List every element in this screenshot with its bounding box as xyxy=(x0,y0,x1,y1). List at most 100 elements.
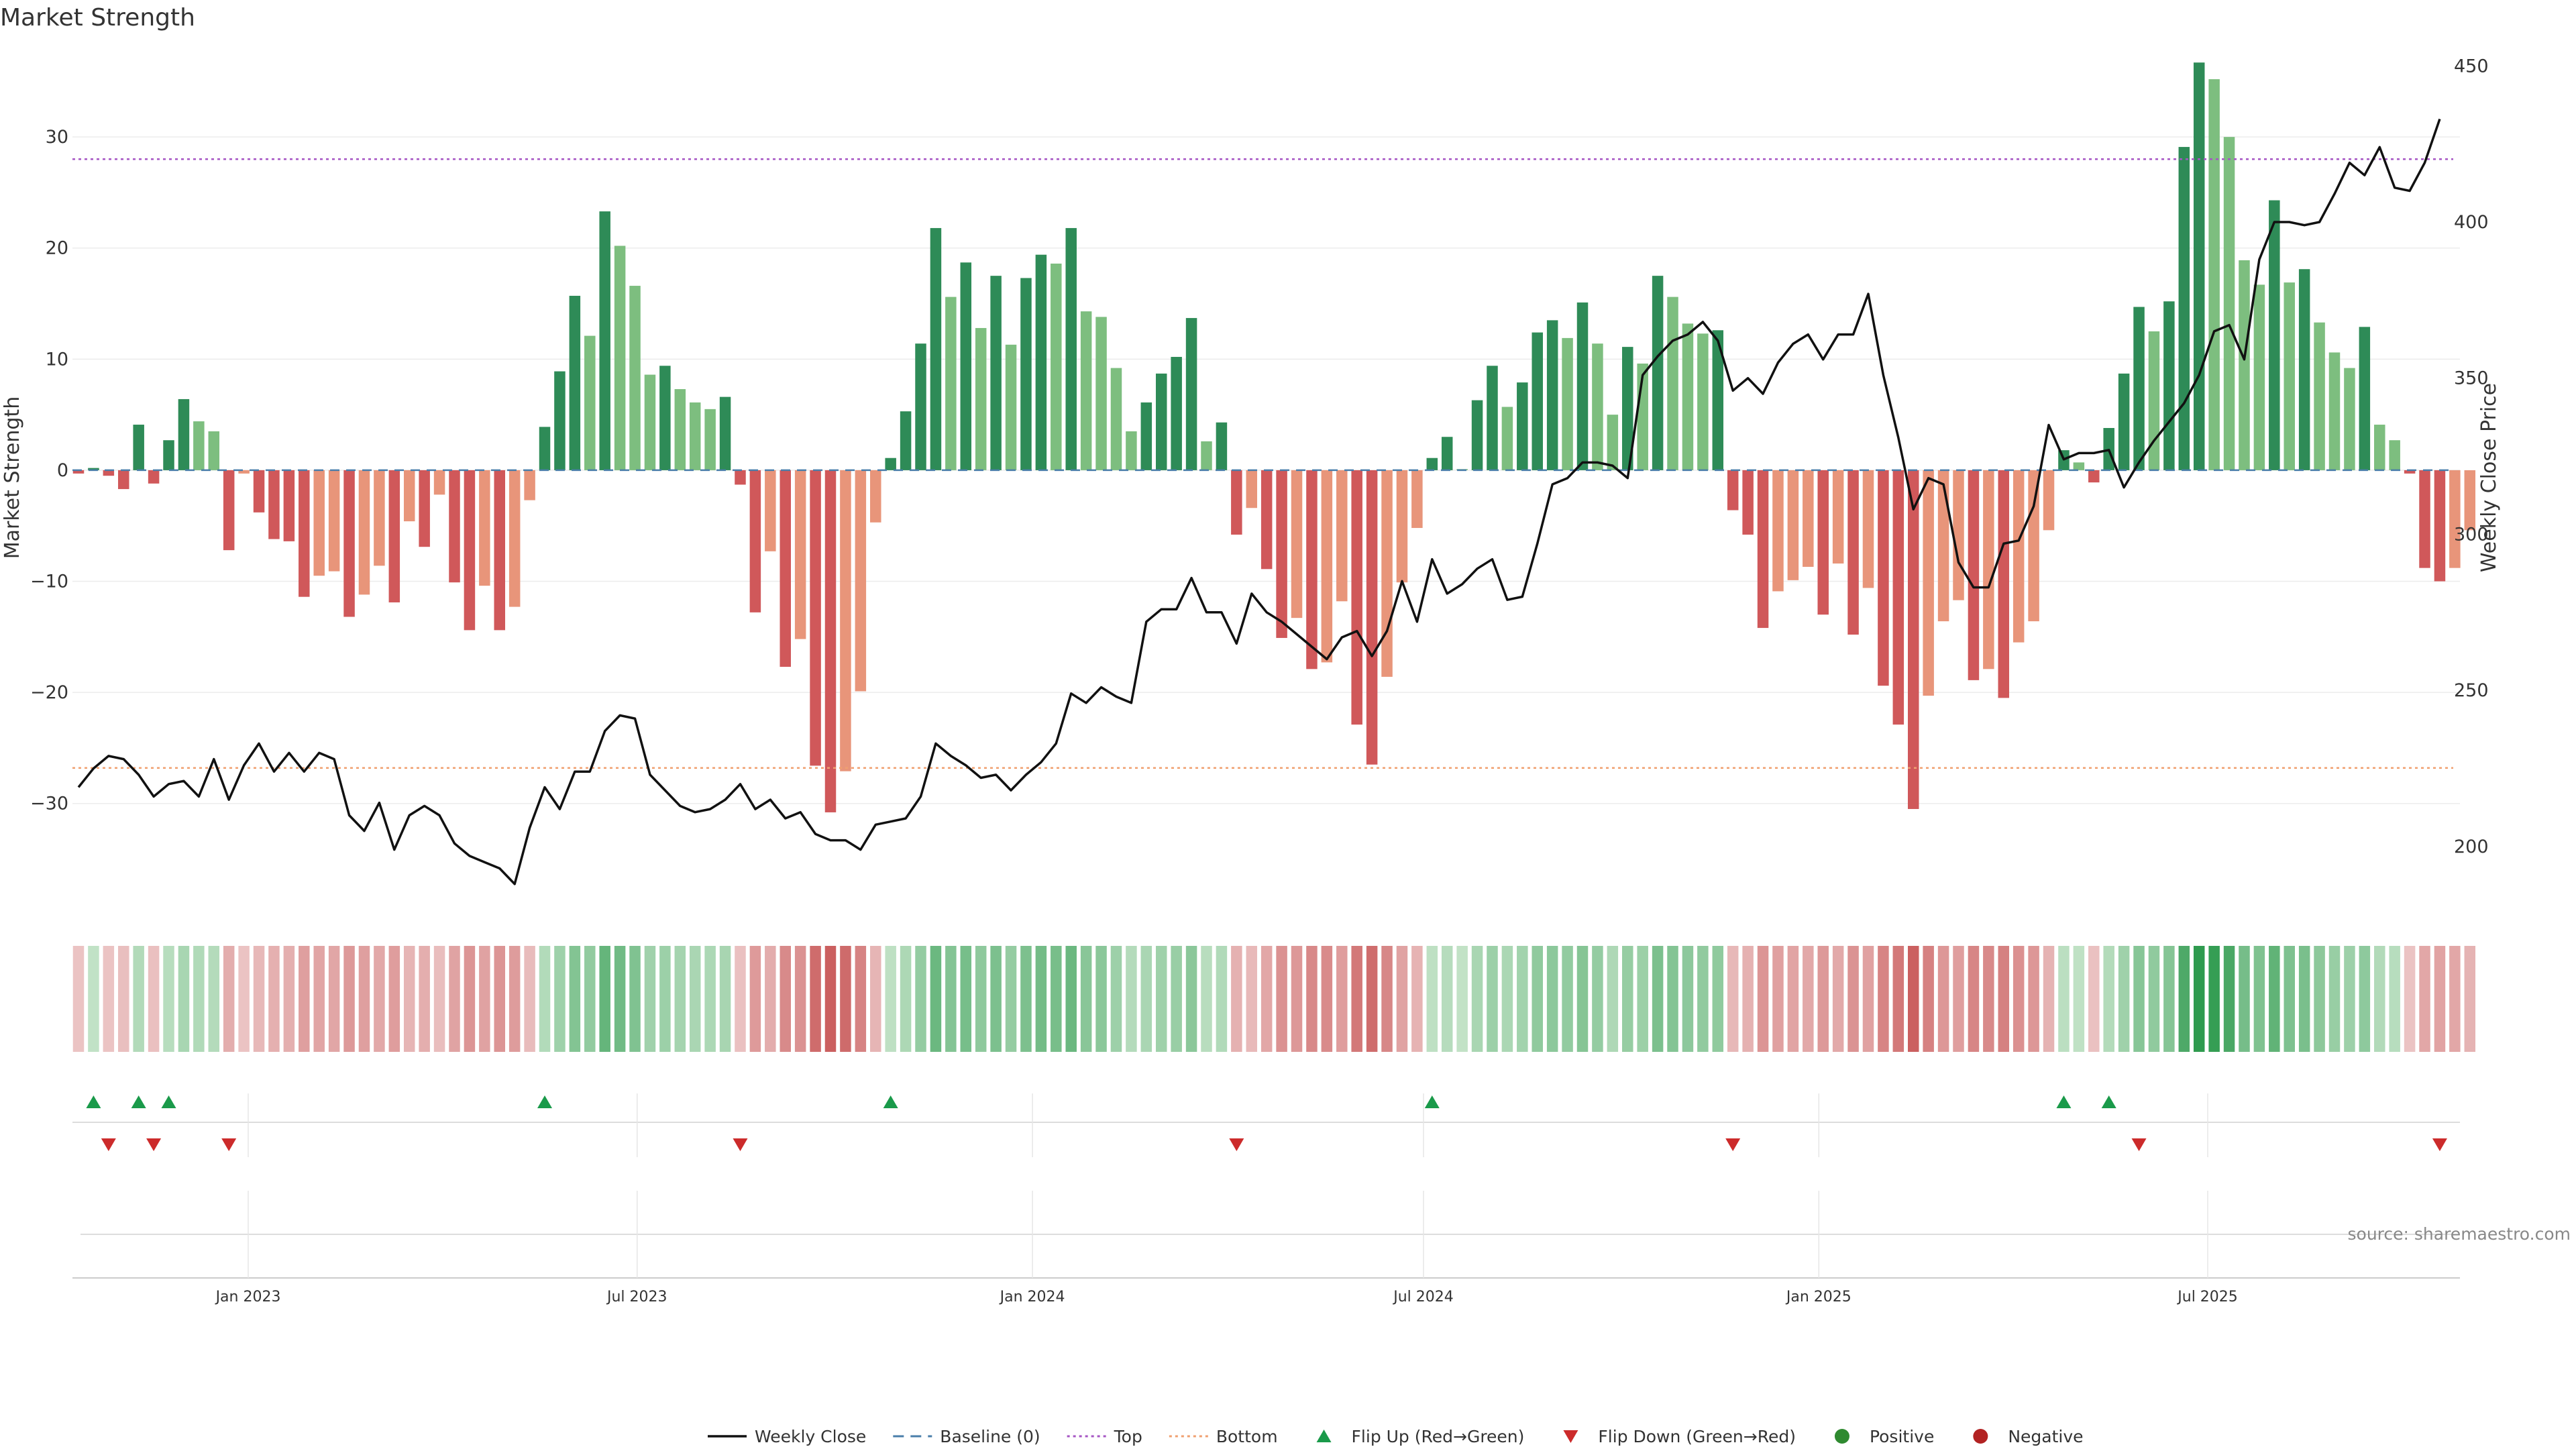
heat-cell xyxy=(2449,946,2461,1052)
heat-cell xyxy=(1953,946,1964,1052)
heat-cell xyxy=(2239,946,2250,1052)
heat-cell xyxy=(735,946,746,1052)
heat-cell xyxy=(2208,946,2220,1052)
strength-bar xyxy=(749,470,761,612)
heat-cell xyxy=(1592,946,1603,1052)
heat-cell xyxy=(2223,946,2235,1052)
strength-bar xyxy=(1817,470,1829,615)
heat-cell xyxy=(88,946,99,1052)
strength-bar xyxy=(2253,284,2265,470)
heat-cell xyxy=(103,946,115,1052)
heat-cell xyxy=(1803,946,1814,1052)
flip-down-marker xyxy=(2432,1138,2447,1151)
strength-bar xyxy=(2133,307,2145,470)
strength-bar xyxy=(1321,470,1333,663)
heat-cell xyxy=(1396,946,1408,1052)
strength-bar xyxy=(855,470,867,692)
strength-bar xyxy=(2178,147,2190,470)
heat-cell xyxy=(2163,946,2175,1052)
strength-bar xyxy=(1051,263,1062,470)
strength-bar xyxy=(1757,470,1769,629)
strength-bar xyxy=(930,227,942,470)
strength-bar xyxy=(1787,470,1799,580)
date-axis: Jan 2023 Jul 2023 Jan 2024 Jul 2024 Jan 2025… xyxy=(72,1093,2460,1305)
strength-bar xyxy=(840,470,851,771)
heat-cell xyxy=(2404,946,2416,1052)
heat-cell xyxy=(2028,946,2039,1052)
flip-down-marker xyxy=(2131,1138,2147,1151)
heat-cell xyxy=(1336,946,1348,1052)
flip-up-marker xyxy=(161,1095,176,1108)
legend-label: Top xyxy=(1114,1427,1142,1446)
heat-cell xyxy=(870,946,881,1052)
heat-cell xyxy=(1697,946,1709,1052)
heat-cell xyxy=(1576,946,1589,1052)
heat-cell xyxy=(1847,946,1859,1052)
heat-cell xyxy=(1201,946,1212,1052)
heat-cell xyxy=(358,946,370,1052)
strength-bar xyxy=(1487,366,1498,470)
heat-cell xyxy=(1682,946,1694,1052)
x-tick-label: Jul 2025 xyxy=(2176,1289,2238,1305)
heat-cell xyxy=(810,946,821,1052)
heat-cell xyxy=(885,946,896,1052)
strength-bar xyxy=(1607,415,1619,470)
heat-cell xyxy=(374,946,385,1052)
heat-cell xyxy=(1321,946,1333,1052)
flip-down-marker xyxy=(221,1138,237,1151)
strength-bar xyxy=(1441,437,1453,470)
legend-swatch-circle xyxy=(1973,1429,1988,1444)
strength-bar xyxy=(449,470,460,583)
heat-cell xyxy=(1020,946,1032,1052)
strength-bar xyxy=(283,470,295,541)
heat-cell xyxy=(1892,946,1904,1052)
strength-bar xyxy=(374,470,385,566)
strength-bar xyxy=(1907,470,1919,809)
strength-bar xyxy=(1126,431,1137,470)
strength-bar xyxy=(388,470,400,602)
strength-bar xyxy=(433,470,445,495)
strength-bar xyxy=(810,470,821,766)
strength-bar xyxy=(659,366,671,470)
heat-cell xyxy=(268,946,280,1052)
strength-bar xyxy=(1095,317,1107,470)
strength-bar xyxy=(1426,458,1438,470)
strength-bar xyxy=(328,470,340,572)
strength-bar xyxy=(689,402,701,470)
legend-label: Positive xyxy=(1870,1427,1934,1446)
y2-tick-label: 200 xyxy=(2454,837,2489,857)
heat-cell xyxy=(1306,946,1318,1052)
strength-bar xyxy=(1772,470,1784,592)
strength-bar xyxy=(614,246,626,470)
heat-cell xyxy=(945,946,957,1052)
heat-cell xyxy=(2298,946,2310,1052)
strength-bar xyxy=(569,295,581,470)
heat-cell xyxy=(1471,946,1483,1052)
strength-bar xyxy=(1201,441,1212,470)
heat-cell xyxy=(494,946,506,1052)
heat-cell xyxy=(1126,946,1137,1052)
y2-tick-label: 300 xyxy=(2454,524,2489,545)
strength-bar xyxy=(1667,297,1678,470)
x-tick-label: Jan 2024 xyxy=(999,1289,1065,1305)
legend-label: Flip Up (Red→Green) xyxy=(1352,1427,1525,1446)
strength-bar xyxy=(1351,470,1362,725)
heat-cell xyxy=(1501,946,1513,1052)
strength-bar xyxy=(1260,470,1273,570)
y-tick-label: 30 xyxy=(46,127,68,148)
strength-bar xyxy=(524,470,535,500)
strength-bar xyxy=(1306,470,1318,669)
reference-lines xyxy=(72,158,2453,769)
strength-bar xyxy=(1366,470,1378,765)
heat-cell xyxy=(629,946,641,1052)
strength-bar xyxy=(1171,357,1182,470)
strength-bar xyxy=(945,297,957,470)
strength-bar xyxy=(1576,302,1589,470)
heat-cell xyxy=(1772,946,1784,1052)
heat-cell xyxy=(1110,946,1122,1052)
heat-cell xyxy=(1005,946,1017,1052)
heat-cell xyxy=(599,946,610,1052)
strength-bar xyxy=(1110,368,1122,470)
heat-cell xyxy=(433,946,445,1052)
heat-cell xyxy=(1095,946,1107,1052)
